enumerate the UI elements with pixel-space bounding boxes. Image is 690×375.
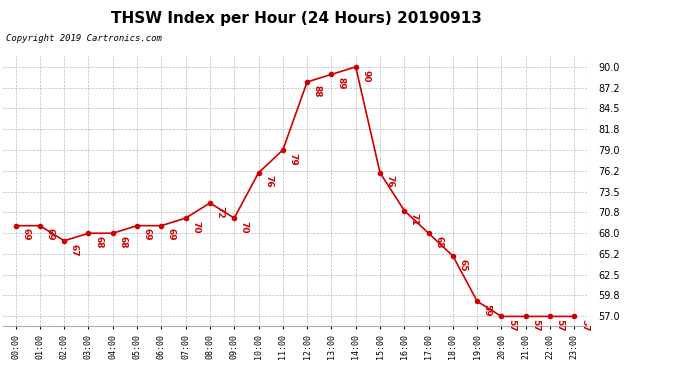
Text: 68: 68 — [118, 236, 128, 249]
Text: 76: 76 — [386, 176, 395, 188]
Text: 68: 68 — [434, 236, 443, 249]
Text: 68: 68 — [94, 236, 103, 249]
Text: 72: 72 — [215, 206, 224, 218]
Text: 57: 57 — [580, 319, 589, 332]
Text: 57: 57 — [555, 319, 564, 332]
Text: 88: 88 — [313, 85, 322, 97]
Text: 65: 65 — [458, 259, 467, 271]
Text: 71: 71 — [410, 213, 419, 226]
Text: 67: 67 — [70, 244, 79, 256]
Text: 59: 59 — [483, 304, 492, 317]
Text: 90: 90 — [362, 70, 371, 82]
Text: THSW  (°F): THSW (°F) — [583, 31, 642, 40]
Text: 76: 76 — [264, 176, 273, 188]
Text: 57: 57 — [507, 319, 516, 332]
Text: 89: 89 — [337, 77, 346, 90]
Text: 69: 69 — [21, 228, 30, 241]
Text: 79: 79 — [288, 153, 297, 165]
Text: THSW Index per Hour (24 Hours) 20190913: THSW Index per Hour (24 Hours) 20190913 — [111, 11, 482, 26]
Text: 69: 69 — [46, 228, 55, 241]
Text: 69: 69 — [143, 228, 152, 241]
Text: 69: 69 — [167, 228, 176, 241]
Text: Copyright 2019 Cartronics.com: Copyright 2019 Cartronics.com — [6, 34, 161, 43]
Text: 70: 70 — [240, 221, 249, 233]
Text: 70: 70 — [191, 221, 200, 233]
Text: 57: 57 — [531, 319, 540, 332]
